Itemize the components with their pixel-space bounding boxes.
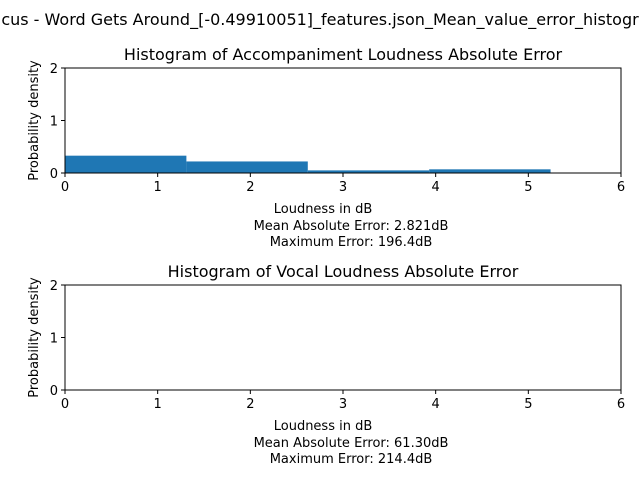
histogram-bar-3 [307,170,430,173]
x-axis-label: Loudness in dB [274,419,373,434]
histogram-bar-2 [186,161,308,173]
x-tick-label: 2 [246,397,254,412]
stat-line-1: Mean Absolute Error: 2.821dB [254,219,449,234]
y-axis-label: Probability density [27,60,42,181]
stat-line-2: Maximum Error: 214.4dB [270,452,433,467]
y-tick-label: 2 [50,62,58,77]
x-tick-label: 1 [154,180,162,195]
x-tick-label: 4 [432,397,440,412]
x-tick-label: 2 [246,180,254,195]
stat-line-1: Mean Absolute Error: 61.30dB [254,436,449,451]
stat-line-2: Maximum Error: 196.4dB [270,235,433,250]
y-tick-label: 0 [50,384,58,399]
x-tick-label: 6 [617,397,625,412]
x-tick-label: 0 [61,397,69,412]
x-tick-label: 1 [154,397,162,412]
x-tick-label: 0 [61,180,69,195]
x-tick-label: 3 [339,180,347,195]
x-axis-label: Loudness in dB [274,202,373,217]
chart-title: Histogram of Vocal Loudness Absolute Err… [168,262,519,281]
x-tick-label: 5 [524,180,532,195]
x-tick-label: 3 [339,397,347,412]
x-tick-label: 6 [617,180,625,195]
axes-frame [64,284,622,391]
chart-title: Histogram of Accompaniment Loudness Abso… [124,45,563,64]
y-tick-label: 2 [50,279,58,294]
x-tick-label: 4 [432,180,440,195]
y-tick-label: 0 [50,167,58,182]
y-tick-label: 1 [50,115,58,130]
y-axis-label: Probability density [27,277,42,398]
subplot-2: Histogram of Vocal Loudness Absolute Err… [27,262,625,467]
figure-suptitle: cus - Word Gets Around_[-0.49910051]_fea… [1,10,639,30]
subplot-1: Histogram of Accompaniment Loudness Abso… [27,45,625,250]
histogram-bar-4 [429,169,551,173]
histogram-bar-1 [65,155,187,173]
y-tick-label: 1 [50,332,58,347]
x-tick-label: 5 [524,397,532,412]
